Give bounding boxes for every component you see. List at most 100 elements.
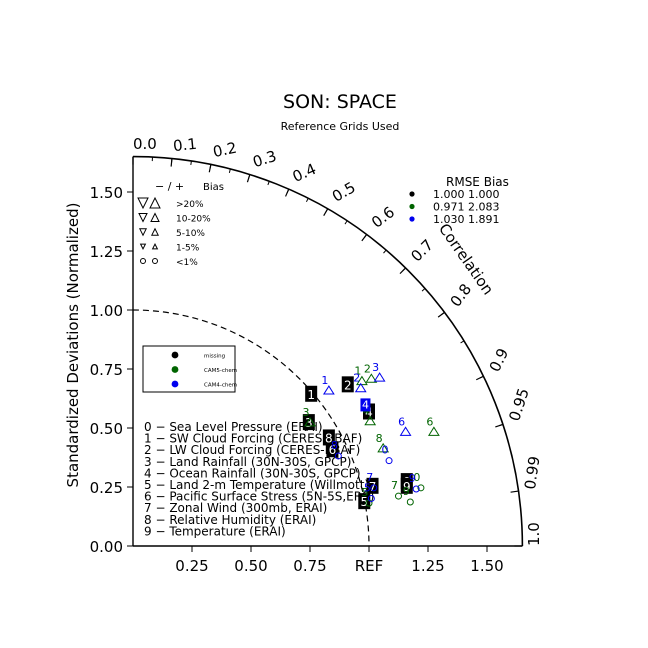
variable-list-item: 4 − Ocean Rainfall (30N-30S, GPCP) xyxy=(144,466,361,480)
data-point-circle-icon xyxy=(367,494,375,502)
data-point-circle-icon xyxy=(395,492,402,500)
data-point-box xyxy=(305,385,318,402)
rmse-table-row: 1.030 1.891 xyxy=(433,213,499,226)
data-point-circle-icon xyxy=(412,485,420,493)
data-point-label: 7 xyxy=(366,471,373,484)
bias-down-triangle-icon xyxy=(139,243,147,251)
model-legend-box xyxy=(142,345,236,393)
data-point-label: 1 xyxy=(321,374,328,387)
data-point-label: 0 xyxy=(413,471,420,484)
variable-list-item: 5 − Land 2-m Temperature (Willmott) xyxy=(144,478,369,492)
correlation-tick-label: 0.0 xyxy=(133,135,157,153)
variable-list-item: 6 − Pacific Surface Stress (5N-5S,ERS) xyxy=(144,490,374,504)
x-tick-label: 0.50 xyxy=(234,557,267,575)
correlation-tick-label: 0.6 xyxy=(368,203,398,232)
y-tick-label: 1.25 xyxy=(90,243,123,261)
variable-list-item: 1 − SW Cloud Forcing (CERES-EBAF) xyxy=(144,432,362,446)
correlation-minor-tick xyxy=(402,267,406,272)
variable-list-item: 2 − LW Cloud Forcing (CERES-EBAF) xyxy=(144,443,360,457)
variable-list-item: 9 − Temperature (ERAI) xyxy=(144,524,286,538)
correlation-tick-label: 0.1 xyxy=(172,135,198,155)
correlation-minor-tick xyxy=(248,174,251,179)
data-point-label: 9 xyxy=(409,472,416,485)
data-point-label: 2 xyxy=(344,378,352,392)
correlation-tick-label: 1.0 xyxy=(525,522,543,546)
bias-circle-icon xyxy=(140,258,146,264)
data-point-triangle-icon xyxy=(354,382,367,393)
correlation-tick-label: 0.5 xyxy=(329,178,359,206)
bias-up-triangle-icon xyxy=(149,196,161,209)
rmse-table-row: 0.971 2.083 xyxy=(433,201,499,214)
variable-list-item: 7 − Zonal Wind (300mb, ERAI) xyxy=(144,501,327,515)
data-point-label: 2 xyxy=(353,372,360,385)
data-point-label: 4 xyxy=(362,398,369,411)
data-point-triangle-icon xyxy=(365,373,378,383)
data-point-label: 5 xyxy=(362,486,369,499)
correlation-minor-tick xyxy=(441,311,445,316)
correlation-tick-label: 0.2 xyxy=(211,139,238,161)
data-point-circle-icon xyxy=(385,457,393,465)
correlation-minor-tick xyxy=(190,160,192,166)
bias-down-triangle-icon xyxy=(137,197,149,210)
correlation-tick-label: 0.7 xyxy=(407,236,437,266)
model-legend-dot-icon xyxy=(171,366,179,373)
data-point-label: 5 xyxy=(364,481,371,494)
rmse-dot-icon xyxy=(409,191,415,197)
legend-layer: − / + Bias >20% 10-20% 5-10% 1-5% <1% RMSE Bias… xyxy=(137,175,509,538)
rmse-table-header: RMSE Bias xyxy=(446,175,509,189)
bias-up-triangle-icon xyxy=(150,227,160,236)
correlation-minor-tick xyxy=(286,188,290,193)
data-point-triangle-icon xyxy=(373,372,386,382)
correlation-minor-tick xyxy=(344,220,348,225)
bias-legend-label: 5-10% xyxy=(176,229,205,239)
rmse-dot-icon xyxy=(409,203,415,210)
correlation-minor-tick xyxy=(421,288,426,292)
data-point-label: 4 xyxy=(365,405,373,419)
y-axis-title: Standardized Deviations (Normalized) xyxy=(64,203,82,488)
data-point-label: 7 xyxy=(369,480,377,494)
data-point-box xyxy=(400,477,413,494)
data-point-label: 8 xyxy=(331,439,338,452)
x-tick-label: 1.50 xyxy=(470,557,503,575)
bias-down-triangle-icon xyxy=(138,213,148,223)
y-tick-label: 0.25 xyxy=(90,479,123,497)
points-layer: 012345678901234567890123456789 xyxy=(303,361,440,510)
correlation-tick-label: 0.4 xyxy=(290,160,319,186)
data-point-label: 7 xyxy=(391,479,398,492)
data-point-label: 0 xyxy=(382,444,389,457)
data-point-circle-icon xyxy=(334,452,342,460)
correlation-tick-label: 0.99 xyxy=(521,455,544,491)
y-tick-label: 1.50 xyxy=(90,184,123,202)
axes-layer: 0.000.250.500.751.001.251.500.25 0.50 0.75… xyxy=(64,135,544,575)
data-point-circle-icon xyxy=(370,484,378,492)
model-legend-label: CAM5-chem xyxy=(204,368,237,374)
variable-list-item: 8 − Relative Humidity (ERAI) xyxy=(144,513,316,527)
x-tick-label: 0.75 xyxy=(293,557,326,575)
data-point-triangle-icon xyxy=(399,426,412,436)
bias-legend-label: 10-20% xyxy=(176,215,211,225)
data-point-triangle-icon xyxy=(377,442,390,453)
bias-down-triangle-icon xyxy=(138,228,148,237)
y-tick-label: 0.50 xyxy=(90,420,123,438)
data-point-label: 3 xyxy=(372,361,379,374)
bias-legend-sign: − / + xyxy=(155,180,184,193)
x-tick-label: 1.25 xyxy=(411,557,444,575)
data-point-triangle-icon xyxy=(364,415,377,426)
data-point-label: 6 xyxy=(329,443,337,457)
data-point-label: 9 xyxy=(403,485,410,498)
chart-title: SON: SPACE xyxy=(283,91,397,113)
bias-legend-label: 1-5% xyxy=(176,244,200,254)
model-legend-dot-icon xyxy=(171,351,179,359)
correlation-tick-label: 0.95 xyxy=(505,386,533,423)
chart-subtitle: Reference Grids Used xyxy=(281,120,400,133)
bias-legend-title: Bias xyxy=(203,182,224,193)
data-point-box xyxy=(360,398,371,412)
bias-legend-label: <1% xyxy=(176,258,198,268)
data-point-label: 5 xyxy=(360,495,368,509)
y-tick-label: 0.00 xyxy=(90,538,123,556)
rmse-dot-icon xyxy=(409,216,415,222)
correlation-minor-tick xyxy=(383,249,387,254)
correlation-arc xyxy=(132,155,524,547)
bias-circle-icon xyxy=(152,258,158,264)
data-point-label: 9 xyxy=(403,480,411,494)
